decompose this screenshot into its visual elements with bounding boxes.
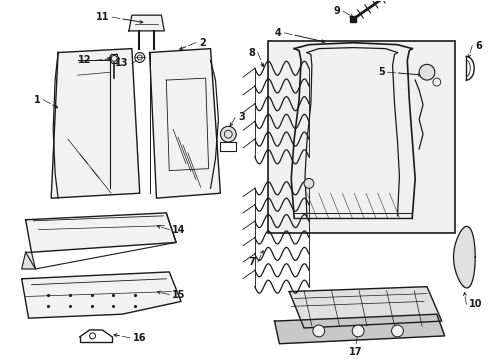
Text: 15: 15 [172, 289, 185, 300]
Polygon shape [129, 15, 164, 31]
Polygon shape [453, 226, 474, 288]
Circle shape [111, 55, 117, 62]
Polygon shape [25, 213, 176, 252]
Circle shape [304, 179, 313, 188]
Circle shape [312, 325, 324, 337]
Polygon shape [289, 287, 441, 328]
Circle shape [220, 126, 236, 142]
Text: 2: 2 [198, 38, 205, 48]
Circle shape [135, 53, 144, 62]
Text: 6: 6 [474, 41, 481, 51]
Text: 7: 7 [247, 257, 254, 267]
Bar [267, 41, 454, 233]
Text: 17: 17 [349, 347, 362, 357]
Circle shape [418, 64, 434, 80]
Text: 8: 8 [247, 48, 254, 58]
Text: 3: 3 [238, 112, 244, 122]
Polygon shape [21, 252, 35, 269]
Polygon shape [21, 272, 181, 318]
Polygon shape [51, 49, 140, 198]
Text: 16: 16 [133, 333, 146, 343]
Text: 10: 10 [468, 300, 482, 309]
Text: 12: 12 [78, 55, 91, 66]
Polygon shape [149, 49, 220, 198]
Circle shape [351, 325, 363, 337]
Text: 9: 9 [333, 6, 340, 16]
Polygon shape [274, 314, 444, 344]
Text: 14: 14 [172, 225, 185, 235]
Text: 4: 4 [274, 28, 281, 38]
Text: 11: 11 [96, 12, 109, 22]
Circle shape [391, 325, 403, 337]
Text: 5: 5 [377, 67, 384, 77]
Text: 13: 13 [115, 58, 129, 68]
Text: 1: 1 [34, 95, 41, 105]
